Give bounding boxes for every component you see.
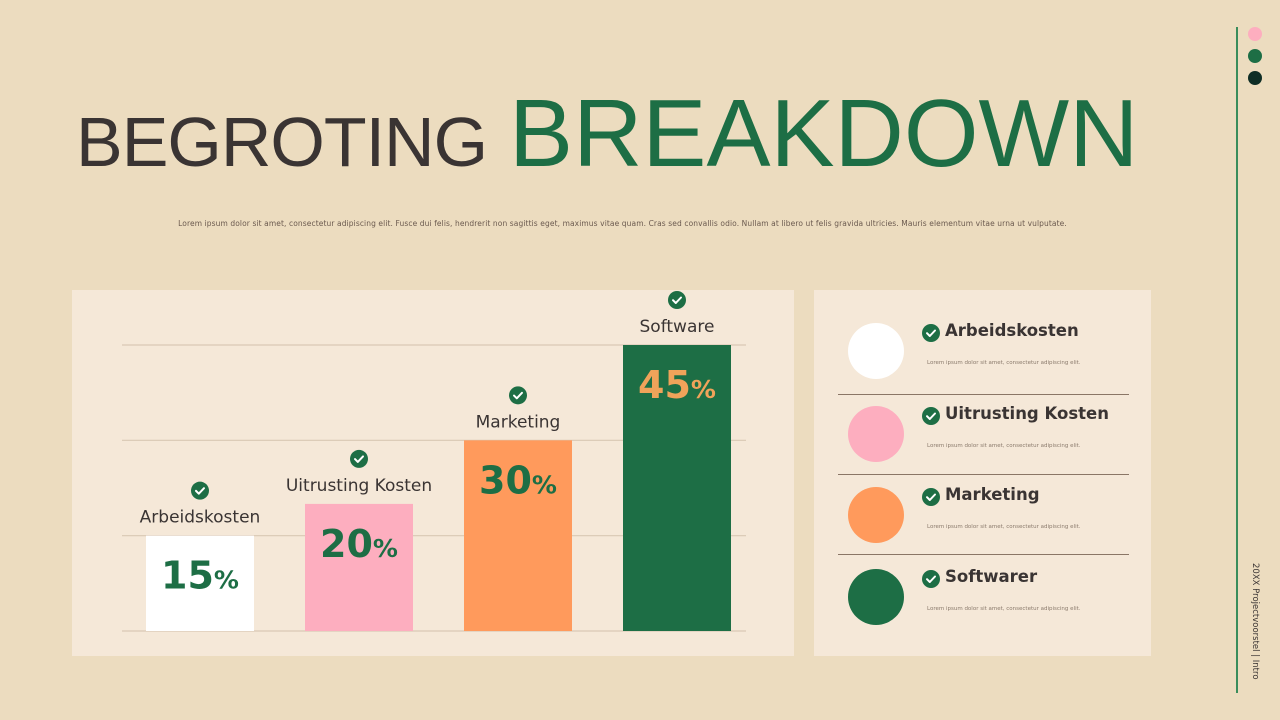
bar-value-label: 45% — [638, 363, 716, 407]
legend-desc: Lorem ipsum dolor sit amet, consectetur … — [927, 606, 1081, 612]
check-circle-icon — [668, 291, 686, 309]
legend-item-arbeidskosten: Arbeidskosten Lorem ipsum dolor sit amet… — [838, 290, 1129, 379]
legend-divider — [838, 394, 1129, 395]
title-part1: BEGROTING — [76, 103, 488, 181]
bar-value-label: 20% — [320, 522, 398, 566]
legend-desc: Lorem ipsum dolor sit amet, consectetur … — [927, 360, 1081, 366]
bar-value-label: 15% — [161, 554, 239, 598]
legend-label: Arbeidskosten — [945, 321, 1079, 340]
bar-marketing — [464, 440, 572, 631]
check-circle-icon — [191, 481, 209, 500]
dark-dot — [1248, 71, 1262, 85]
check-circle-icon — [922, 324, 940, 342]
legend-label: Softwarer — [945, 567, 1038, 586]
legend-panel: Arbeidskosten Lorem ipsum dolor sit amet… — [814, 290, 1151, 656]
check-circle-icon — [509, 386, 527, 405]
bar-category-label: Uitrusting Kosten — [286, 476, 432, 496]
bar-category-label: Marketing — [476, 412, 561, 432]
legend-desc: Lorem ipsum dolor sit amet, consectetur … — [927, 524, 1081, 530]
subtitle: Lorem ipsum dolor sit amet, consectetur … — [178, 219, 1067, 228]
bar-category-label: Arbeidskosten — [140, 508, 261, 528]
bar-uitrusting-kosten — [305, 503, 413, 631]
legend-dot — [848, 569, 904, 625]
bar-arbeidskosten — [146, 535, 254, 631]
legend-label: Uitrusting Kosten — [945, 404, 1109, 423]
bar-software — [623, 345, 731, 631]
title-part2: BREAKDOWN — [509, 80, 1139, 187]
check-circle-icon — [922, 407, 940, 425]
pink-dot — [1248, 27, 1262, 41]
legend-dot — [848, 406, 904, 462]
check-circle-icon — [922, 570, 940, 588]
bar-category-label: Software — [640, 317, 715, 337]
chart-panel: 15% Arbeidskosten 20% Uitrusting Kosten 30% M… — [72, 290, 794, 656]
check-circle-icon — [350, 449, 368, 468]
legend-divider — [838, 554, 1129, 555]
legend-dot — [848, 487, 904, 543]
legend-item-uitrusting-kosten: Uitrusting Kosten Lorem ipsum dolor sit … — [838, 373, 1129, 462]
bar-value-label: 30% — [479, 458, 557, 502]
legend-item-marketing: Marketing Lorem ipsum dolor sit amet, co… — [838, 454, 1129, 543]
side-rule — [1236, 27, 1238, 693]
legend-item-softwarer: Softwarer Lorem ipsum dolor sit amet, co… — [838, 536, 1129, 625]
footer-text: 20XX Projectvoorstel | Intro — [1250, 563, 1260, 680]
check-circle-icon — [922, 488, 940, 506]
legend-divider — [838, 474, 1129, 475]
bar-chart: 15% Arbeidskosten 20% Uitrusting Kosten 30% M… — [122, 291, 746, 632]
green-dot — [1248, 49, 1262, 63]
legend-dot — [848, 323, 904, 379]
slide-title: BEGROTING BREAKDOWN — [76, 86, 1138, 182]
legend-desc: Lorem ipsum dolor sit amet, consectetur … — [927, 443, 1081, 449]
legend-label: Marketing — [945, 485, 1040, 504]
